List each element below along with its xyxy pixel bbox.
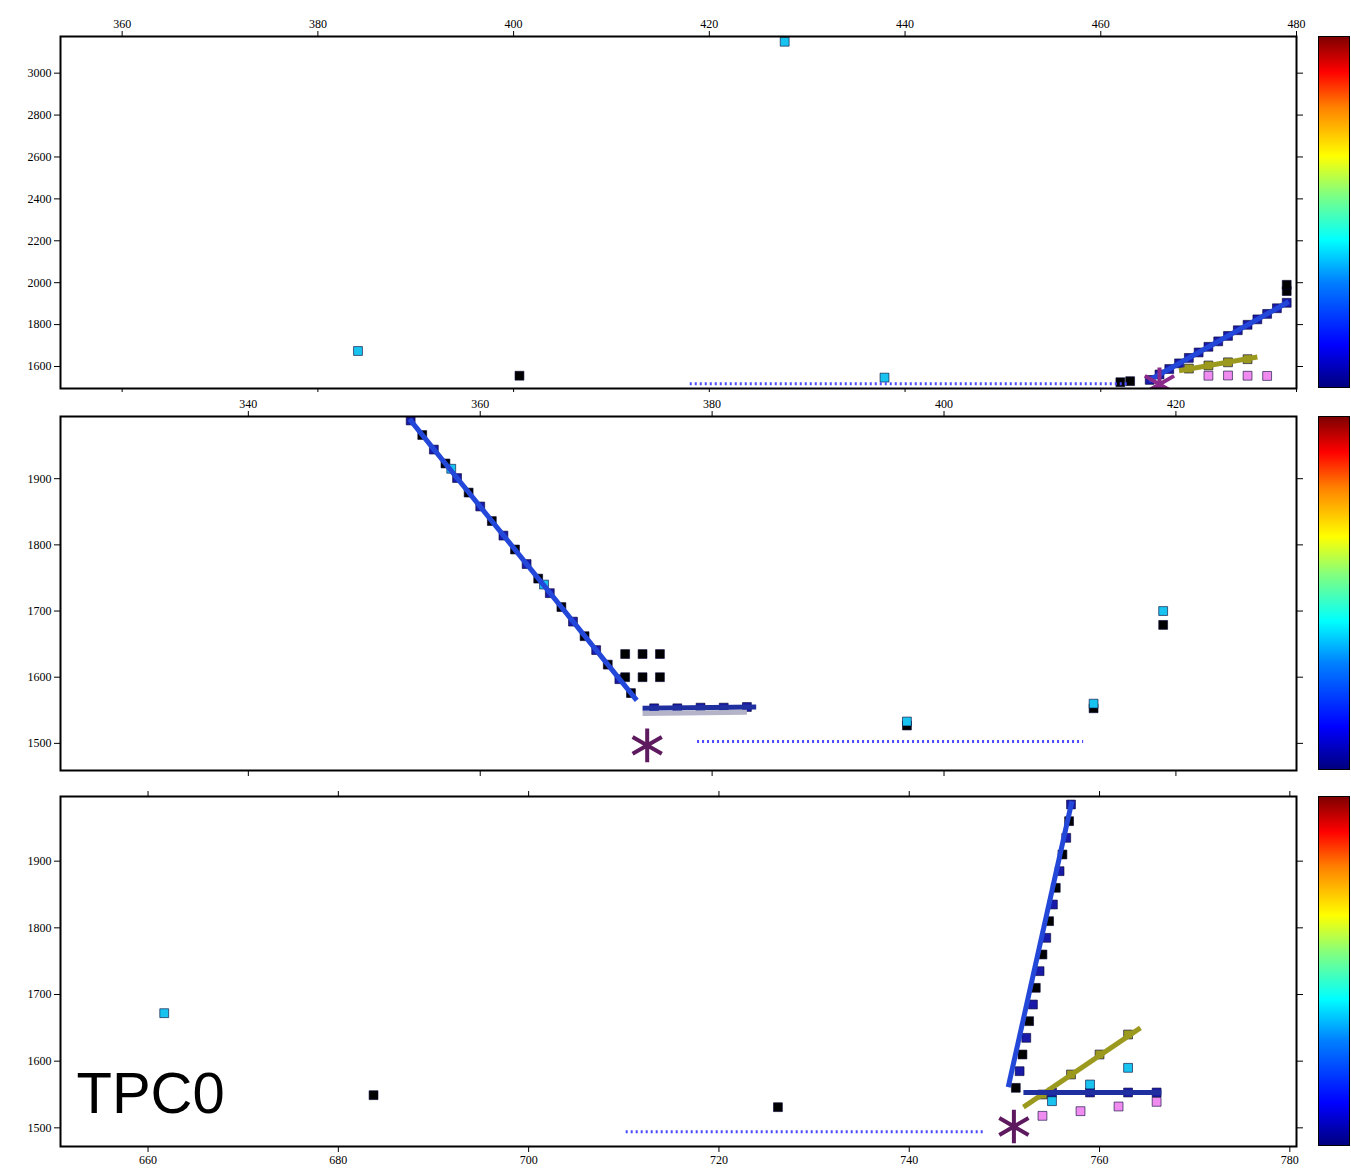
svg-text:420: 420 bbox=[1167, 397, 1185, 411]
svg-text:1800: 1800 bbox=[28, 317, 52, 331]
svg-text:1700: 1700 bbox=[28, 604, 52, 618]
svg-text:360: 360 bbox=[113, 17, 131, 31]
svg-text:420: 420 bbox=[700, 17, 718, 31]
svg-text:1800: 1800 bbox=[28, 921, 52, 935]
svg-text:440: 440 bbox=[896, 17, 914, 31]
svg-text:400: 400 bbox=[935, 397, 953, 411]
svg-text:2400: 2400 bbox=[28, 192, 52, 206]
svg-text:480: 480 bbox=[1288, 17, 1306, 31]
svg-text:2000: 2000 bbox=[28, 276, 52, 290]
svg-text:760: 760 bbox=[1091, 1153, 1109, 1167]
svg-text:700: 700 bbox=[520, 1153, 538, 1167]
svg-text:680: 680 bbox=[329, 1153, 347, 1167]
svg-text:1600: 1600 bbox=[28, 1054, 52, 1068]
svg-text:2600: 2600 bbox=[28, 150, 52, 164]
svg-text:660: 660 bbox=[139, 1153, 157, 1167]
svg-text:780: 780 bbox=[1281, 1153, 1299, 1167]
svg-text:2200: 2200 bbox=[28, 234, 52, 248]
svg-text:3000: 3000 bbox=[28, 66, 52, 80]
svg-text:1500: 1500 bbox=[28, 1121, 52, 1135]
svg-text:400: 400 bbox=[505, 17, 523, 31]
svg-text:380: 380 bbox=[703, 397, 721, 411]
svg-text:TPC0: TPC0 bbox=[77, 1060, 225, 1125]
svg-text:460: 460 bbox=[1092, 17, 1110, 31]
svg-text:1600: 1600 bbox=[28, 670, 52, 684]
svg-text:1900: 1900 bbox=[28, 854, 52, 868]
svg-text:1800: 1800 bbox=[28, 538, 52, 552]
svg-text:380: 380 bbox=[309, 17, 327, 31]
svg-text:1700: 1700 bbox=[28, 987, 52, 1001]
svg-text:360: 360 bbox=[471, 397, 489, 411]
svg-text:1500: 1500 bbox=[28, 736, 52, 750]
svg-text:2800: 2800 bbox=[28, 108, 52, 122]
svg-text:1600: 1600 bbox=[28, 359, 52, 373]
svg-text:720: 720 bbox=[710, 1153, 728, 1167]
svg-text:340: 340 bbox=[239, 397, 257, 411]
svg-text:1900: 1900 bbox=[28, 472, 52, 486]
svg-text:740: 740 bbox=[900, 1153, 918, 1167]
